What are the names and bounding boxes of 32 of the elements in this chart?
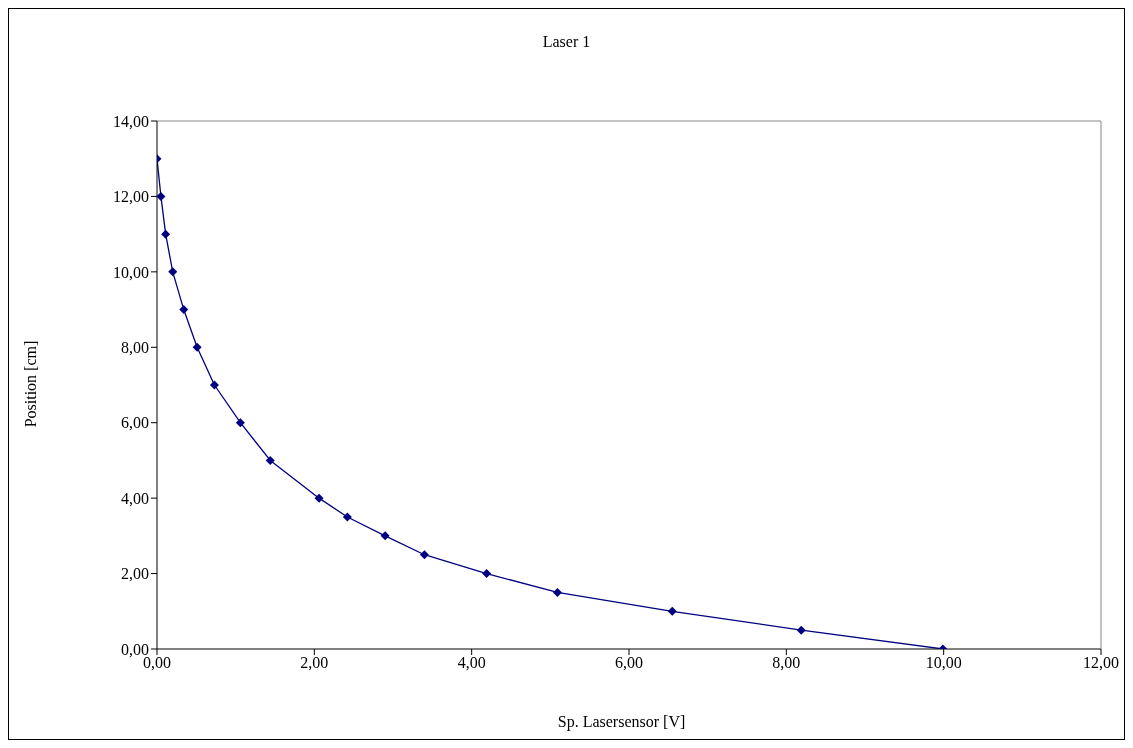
y-tick-label: 4,00: [121, 489, 149, 507]
x-axis-title: Sp. Lasersensor [V]: [556, 713, 687, 731]
x-tick-label: 8,00: [772, 654, 801, 672]
point: [342, 512, 352, 522]
y-tick-label: 8,00: [121, 338, 149, 356]
y-tick-label: 6,00: [121, 414, 149, 432]
x-tick-label: 6,00: [615, 654, 643, 672]
point: [192, 342, 202, 352]
point: [235, 418, 245, 428]
point: [482, 569, 492, 579]
point: [314, 493, 324, 503]
point: [161, 229, 171, 239]
y-tick-label: 14,00: [113, 112, 149, 130]
y-axis-title: Position [cm]: [22, 340, 40, 428]
point: [380, 531, 390, 541]
point: [552, 587, 562, 597]
x-tick-label: 10,00: [925, 654, 962, 672]
point: [209, 380, 219, 390]
y-tick-label: 10,00: [113, 263, 149, 281]
x-tick-label: 4,00: [457, 654, 486, 672]
x-tick-label: 2,00: [300, 654, 329, 672]
x-tick-label: 12,00: [1083, 654, 1119, 672]
point: [179, 305, 189, 315]
point: [157, 191, 166, 201]
chart-title: Laser 1: [541, 33, 592, 51]
point: [419, 550, 429, 560]
y-tick-label: 2,00: [121, 565, 149, 583]
point: [796, 625, 806, 635]
point: [265, 455, 275, 465]
point: [667, 606, 677, 616]
y-tick-label: 12,00: [113, 188, 149, 206]
point: [168, 267, 178, 277]
